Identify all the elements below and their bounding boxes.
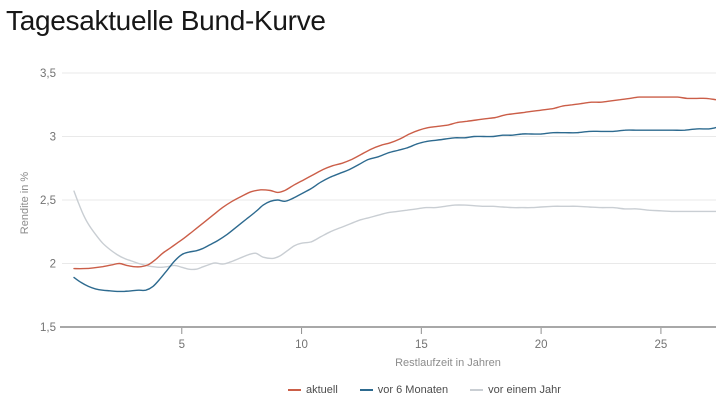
series-line-vor-einem-jahr bbox=[73, 190, 716, 271]
legend-dash-icon bbox=[359, 389, 373, 391]
x-tick-label: 20 bbox=[535, 339, 548, 351]
chart-title: Tagesaktuelle Bund-Kurve bbox=[6, 5, 326, 36]
legend-label: vor 6 Monaten bbox=[377, 384, 449, 396]
y-axis-title: Rendite in % bbox=[19, 171, 31, 235]
legend-dash-icon bbox=[470, 389, 484, 391]
series-line-vor-6-monaten bbox=[73, 126, 716, 293]
x-axis-title: Restlaufzeit in Jahren bbox=[395, 357, 501, 369]
legend-item-aktuell[interactable]: aktuell bbox=[288, 384, 338, 396]
chart-legend: aktuell vor 6 Monaten vor einem Jahr bbox=[288, 384, 561, 396]
x-tick-label: 5 bbox=[179, 339, 185, 351]
x-tick-label: 25 bbox=[655, 339, 668, 351]
y-tick-label: 1,5 bbox=[40, 322, 56, 334]
y-tick-label: 2,5 bbox=[40, 195, 56, 207]
series-line-aktuell bbox=[73, 96, 716, 270]
x-tick-label: 10 bbox=[295, 339, 308, 351]
legend-label: aktuell bbox=[306, 384, 338, 396]
y-tick-label: 2 bbox=[50, 259, 56, 271]
legend-item-vor-einem-jahr[interactable]: vor einem Jahr bbox=[470, 384, 561, 396]
y-tick-label: 3,5 bbox=[40, 68, 56, 80]
legend-item-vor-6-monaten[interactable]: vor 6 Monaten bbox=[359, 384, 449, 396]
y-tick-label: 3 bbox=[50, 132, 56, 144]
legend-dash-icon bbox=[288, 389, 301, 391]
legend-label: vor einem Jahr bbox=[488, 384, 561, 396]
x-tick-label: 15 bbox=[415, 339, 428, 351]
